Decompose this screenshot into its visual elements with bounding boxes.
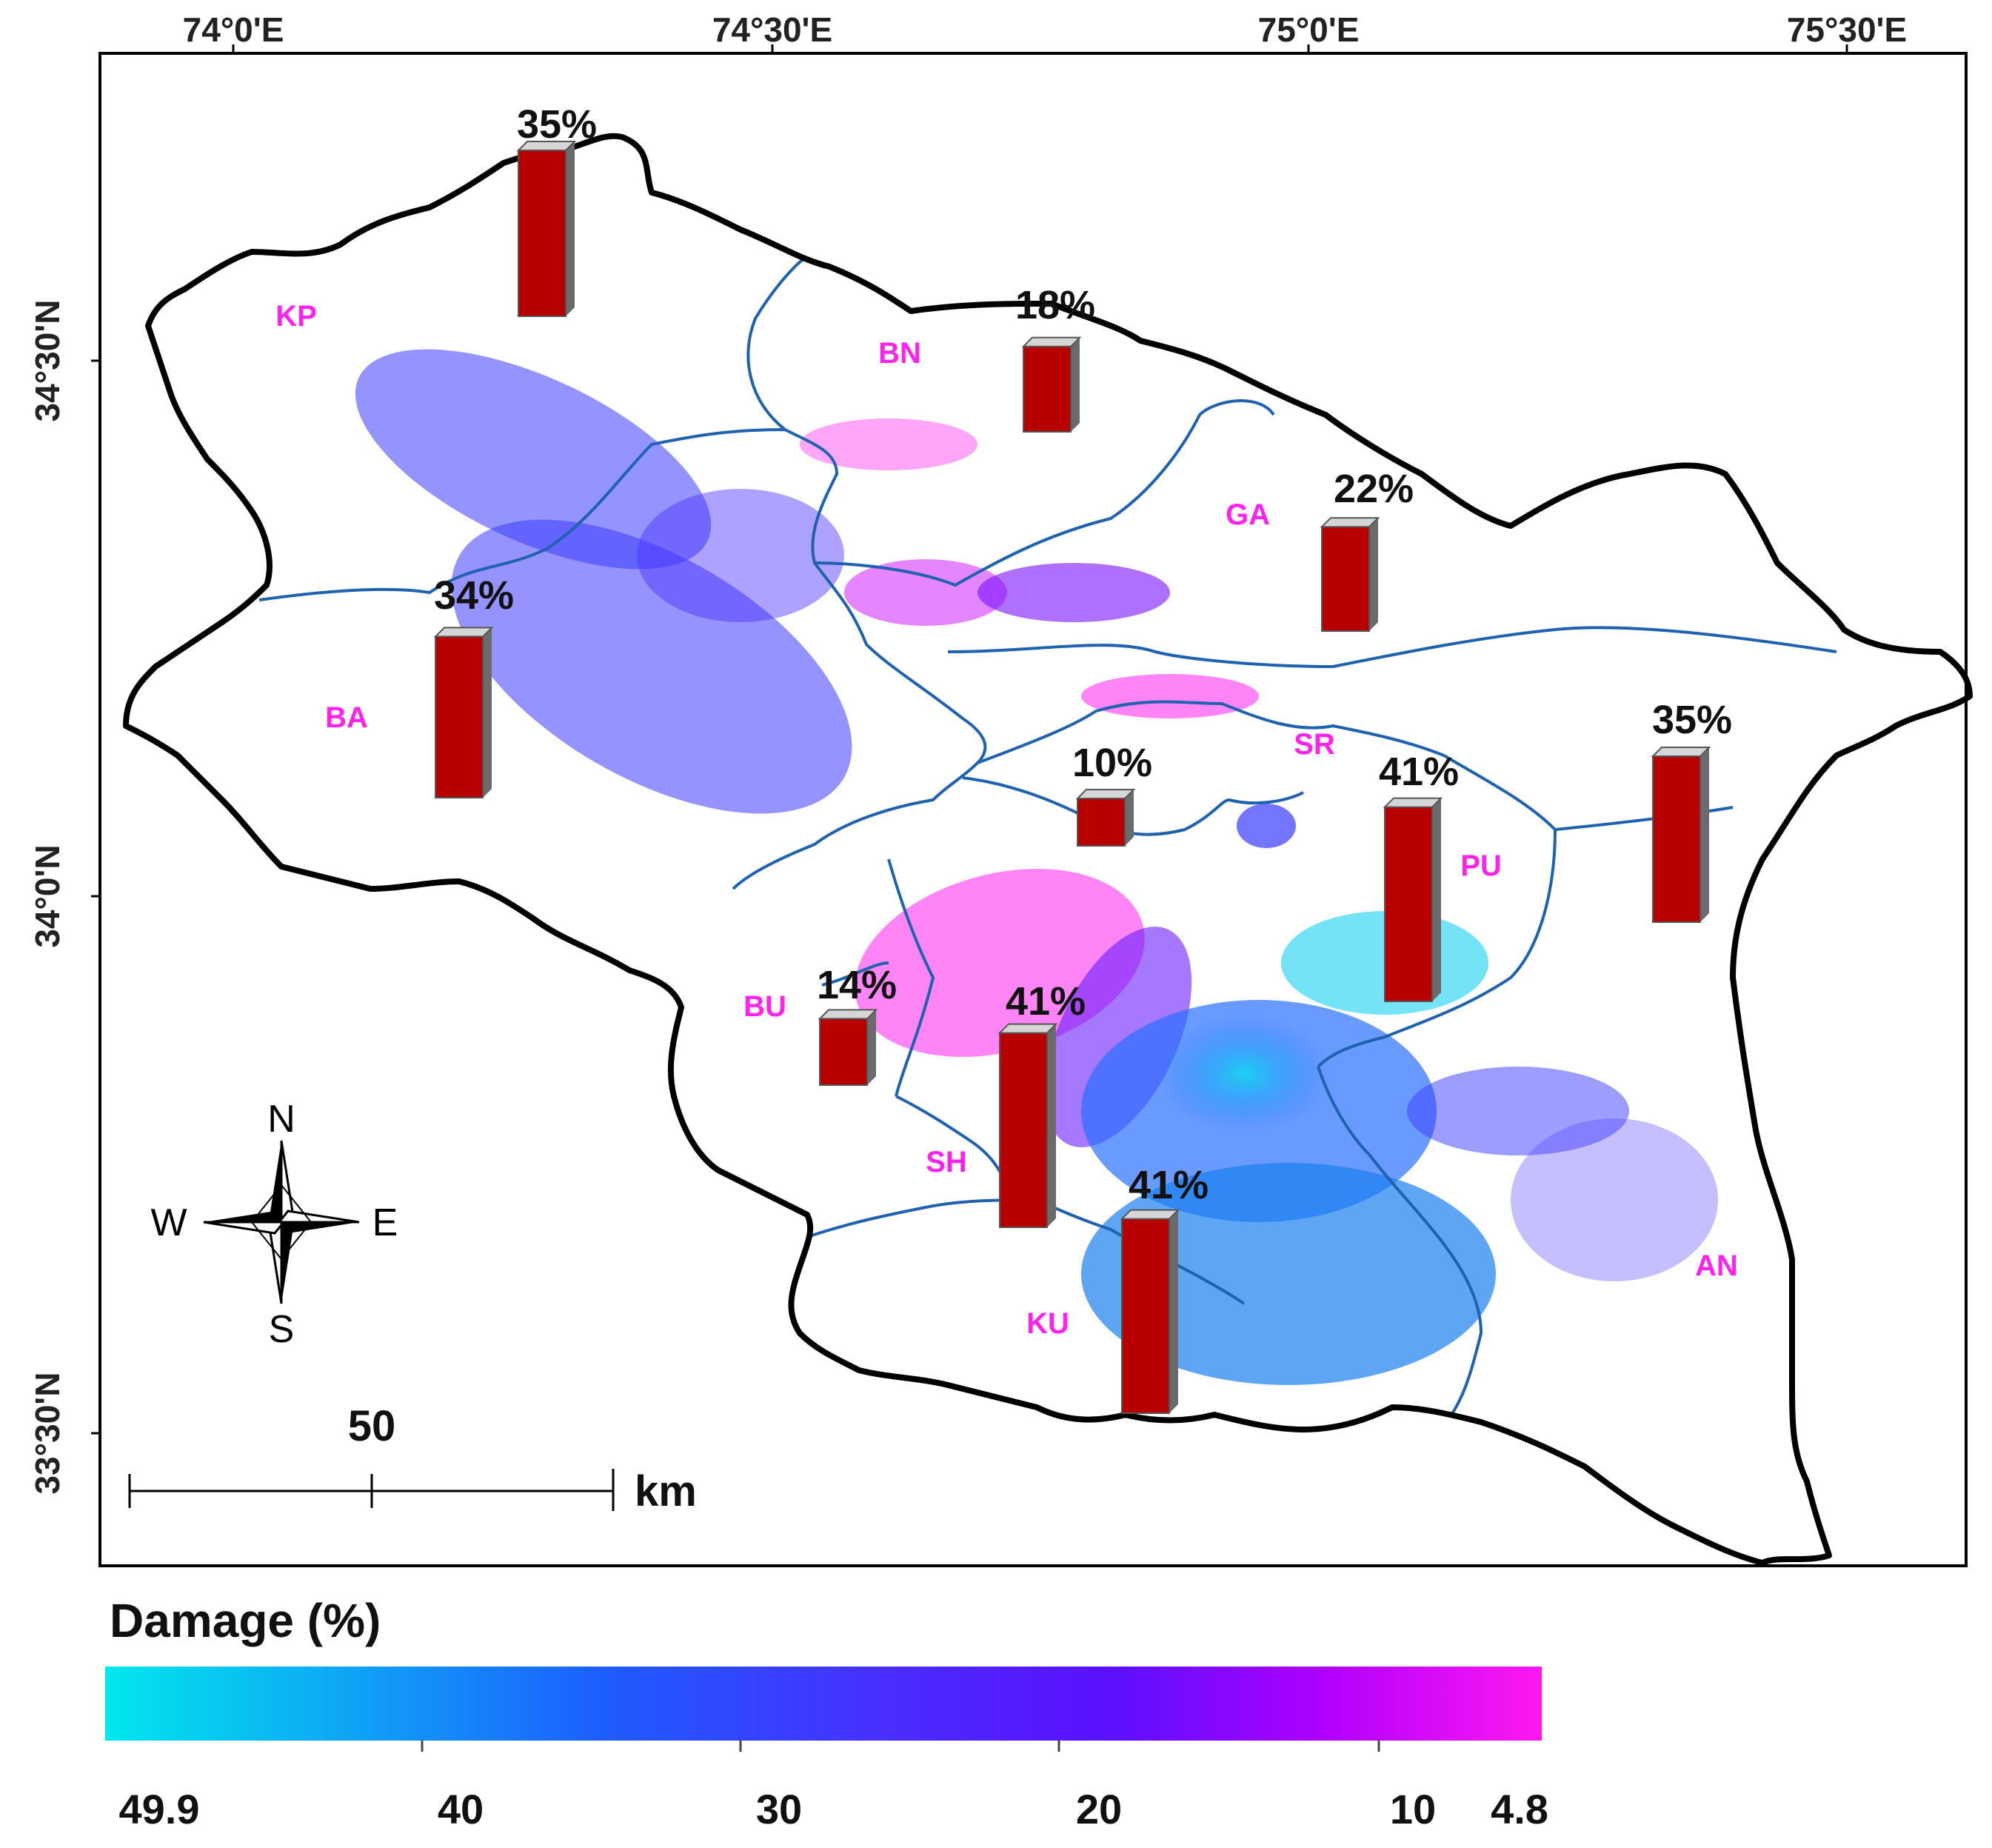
damage-bar-side-ku bbox=[1169, 1210, 1178, 1413]
damage-bar-sr bbox=[1077, 798, 1126, 847]
damage-bar-top-sr bbox=[1075, 789, 1136, 799]
damage-label-bu: 14% bbox=[817, 963, 897, 1007]
damage-bar-kp bbox=[518, 150, 566, 317]
scale-bar-value: 50 bbox=[348, 1402, 396, 1450]
district-label-ba: BA bbox=[325, 701, 368, 734]
damage-bar-bn bbox=[1023, 345, 1072, 433]
damage-label-bn: 18% bbox=[1015, 283, 1095, 327]
damage-label-an: 35% bbox=[1652, 698, 1732, 742]
damage-bars bbox=[433, 141, 1711, 1414]
damage-label-ga: 22% bbox=[1334, 467, 1414, 511]
compass-west-label: W bbox=[150, 1201, 187, 1244]
axis-ticks bbox=[91, 44, 1848, 1435]
compass-south-label: S bbox=[269, 1308, 295, 1351]
damage-bar-ba bbox=[435, 636, 484, 799]
legend-ticks bbox=[421, 1741, 1380, 1752]
x-tick-label: 74°0'E bbox=[183, 10, 284, 49]
scale-bar bbox=[128, 1469, 615, 1511]
y-tick-label: 33°30'N bbox=[28, 1372, 67, 1495]
damage-bar-top-sh bbox=[997, 1023, 1058, 1034]
damage-bar-top-bn bbox=[1021, 336, 1082, 347]
district-label-sh: SH bbox=[926, 1146, 967, 1178]
damage-bar-side-ba bbox=[483, 627, 492, 798]
damage-label-pu: 41% bbox=[1379, 750, 1459, 794]
damage-label-sr: 10% bbox=[1072, 741, 1152, 785]
district-label-pu: PU bbox=[1460, 850, 1502, 882]
district-label-kp: KP bbox=[275, 300, 317, 333]
damage-bar-top-ba bbox=[433, 627, 494, 638]
damage-bar-sh bbox=[999, 1032, 1048, 1228]
damage-label-kp: 35% bbox=[517, 102, 597, 147]
damage-raster bbox=[355, 349, 1718, 1385]
damage-bar-top-ku bbox=[1120, 1209, 1180, 1220]
legend-tick-label: 40 bbox=[438, 1786, 484, 1832]
compass-east-label: E bbox=[372, 1201, 398, 1244]
damage-bar-pu bbox=[1384, 806, 1433, 1002]
scale-bar-unit: km bbox=[635, 1467, 697, 1515]
legend-gradient-bar bbox=[105, 1667, 1542, 1741]
damage-bar-bu bbox=[819, 1018, 868, 1087]
damage-bar-ga bbox=[1321, 526, 1370, 633]
study-area-boundary bbox=[123, 133, 1973, 1566]
damage-bar-top-an bbox=[1651, 747, 1711, 757]
damage-bar-top-bu bbox=[818, 1009, 878, 1020]
damage-label-sh: 41% bbox=[1006, 979, 1086, 1024]
district-boundaries bbox=[258, 256, 1837, 1416]
damage-bar-an bbox=[1652, 755, 1701, 923]
district-label-an: AN bbox=[1695, 1250, 1738, 1282]
damage-bar-side-bn bbox=[1071, 337, 1080, 432]
damage-bar-side-pu bbox=[1432, 798, 1441, 1001]
damage-bar-side-bu bbox=[867, 1010, 876, 1085]
y-tick-label: 34°0'N bbox=[28, 844, 67, 947]
damage-bar-top-pu bbox=[1383, 797, 1443, 808]
damage-label-ba: 34% bbox=[434, 573, 514, 618]
legend-tick-label: 30 bbox=[756, 1786, 802, 1832]
legend-tick-label: 20 bbox=[1076, 1786, 1122, 1832]
damage-bar-side-kp bbox=[566, 141, 575, 316]
compass-rose-icon bbox=[203, 1140, 360, 1304]
district-label-sr: SR bbox=[1294, 728, 1335, 761]
x-tick-label: 75°30'E bbox=[1787, 10, 1907, 49]
x-tick-label: 74°30'E bbox=[712, 10, 832, 49]
district-label-ga: GA bbox=[1226, 498, 1270, 531]
damage-bar-side-ga bbox=[1369, 518, 1378, 631]
legend-title: Damage (%) bbox=[110, 1594, 381, 1647]
legend-tick-label: 49.9 bbox=[119, 1786, 200, 1832]
legend-tick-label: 4.8 bbox=[1491, 1786, 1548, 1832]
damage-bar-top-ga bbox=[1320, 517, 1380, 528]
damage-bar-ku bbox=[1121, 1218, 1170, 1414]
compass-north-label: N bbox=[267, 1098, 295, 1141]
damage-bar-side-sr bbox=[1125, 790, 1134, 846]
damage-bar-side-an bbox=[1700, 747, 1709, 922]
district-label-bn: BN bbox=[878, 337, 921, 370]
y-tick-label: 34°30'N bbox=[28, 300, 67, 422]
damage-bar-side-sh bbox=[1047, 1024, 1056, 1227]
district-label-ku: KU bbox=[1026, 1307, 1069, 1340]
damage-bar-top-kp bbox=[516, 141, 577, 151]
damage-label-ku: 41% bbox=[1129, 1163, 1209, 1207]
district-label-bu: BU bbox=[743, 990, 786, 1023]
legend-tick-label: 10 bbox=[1390, 1786, 1436, 1832]
x-tick-label: 75°0'E bbox=[1258, 10, 1360, 49]
